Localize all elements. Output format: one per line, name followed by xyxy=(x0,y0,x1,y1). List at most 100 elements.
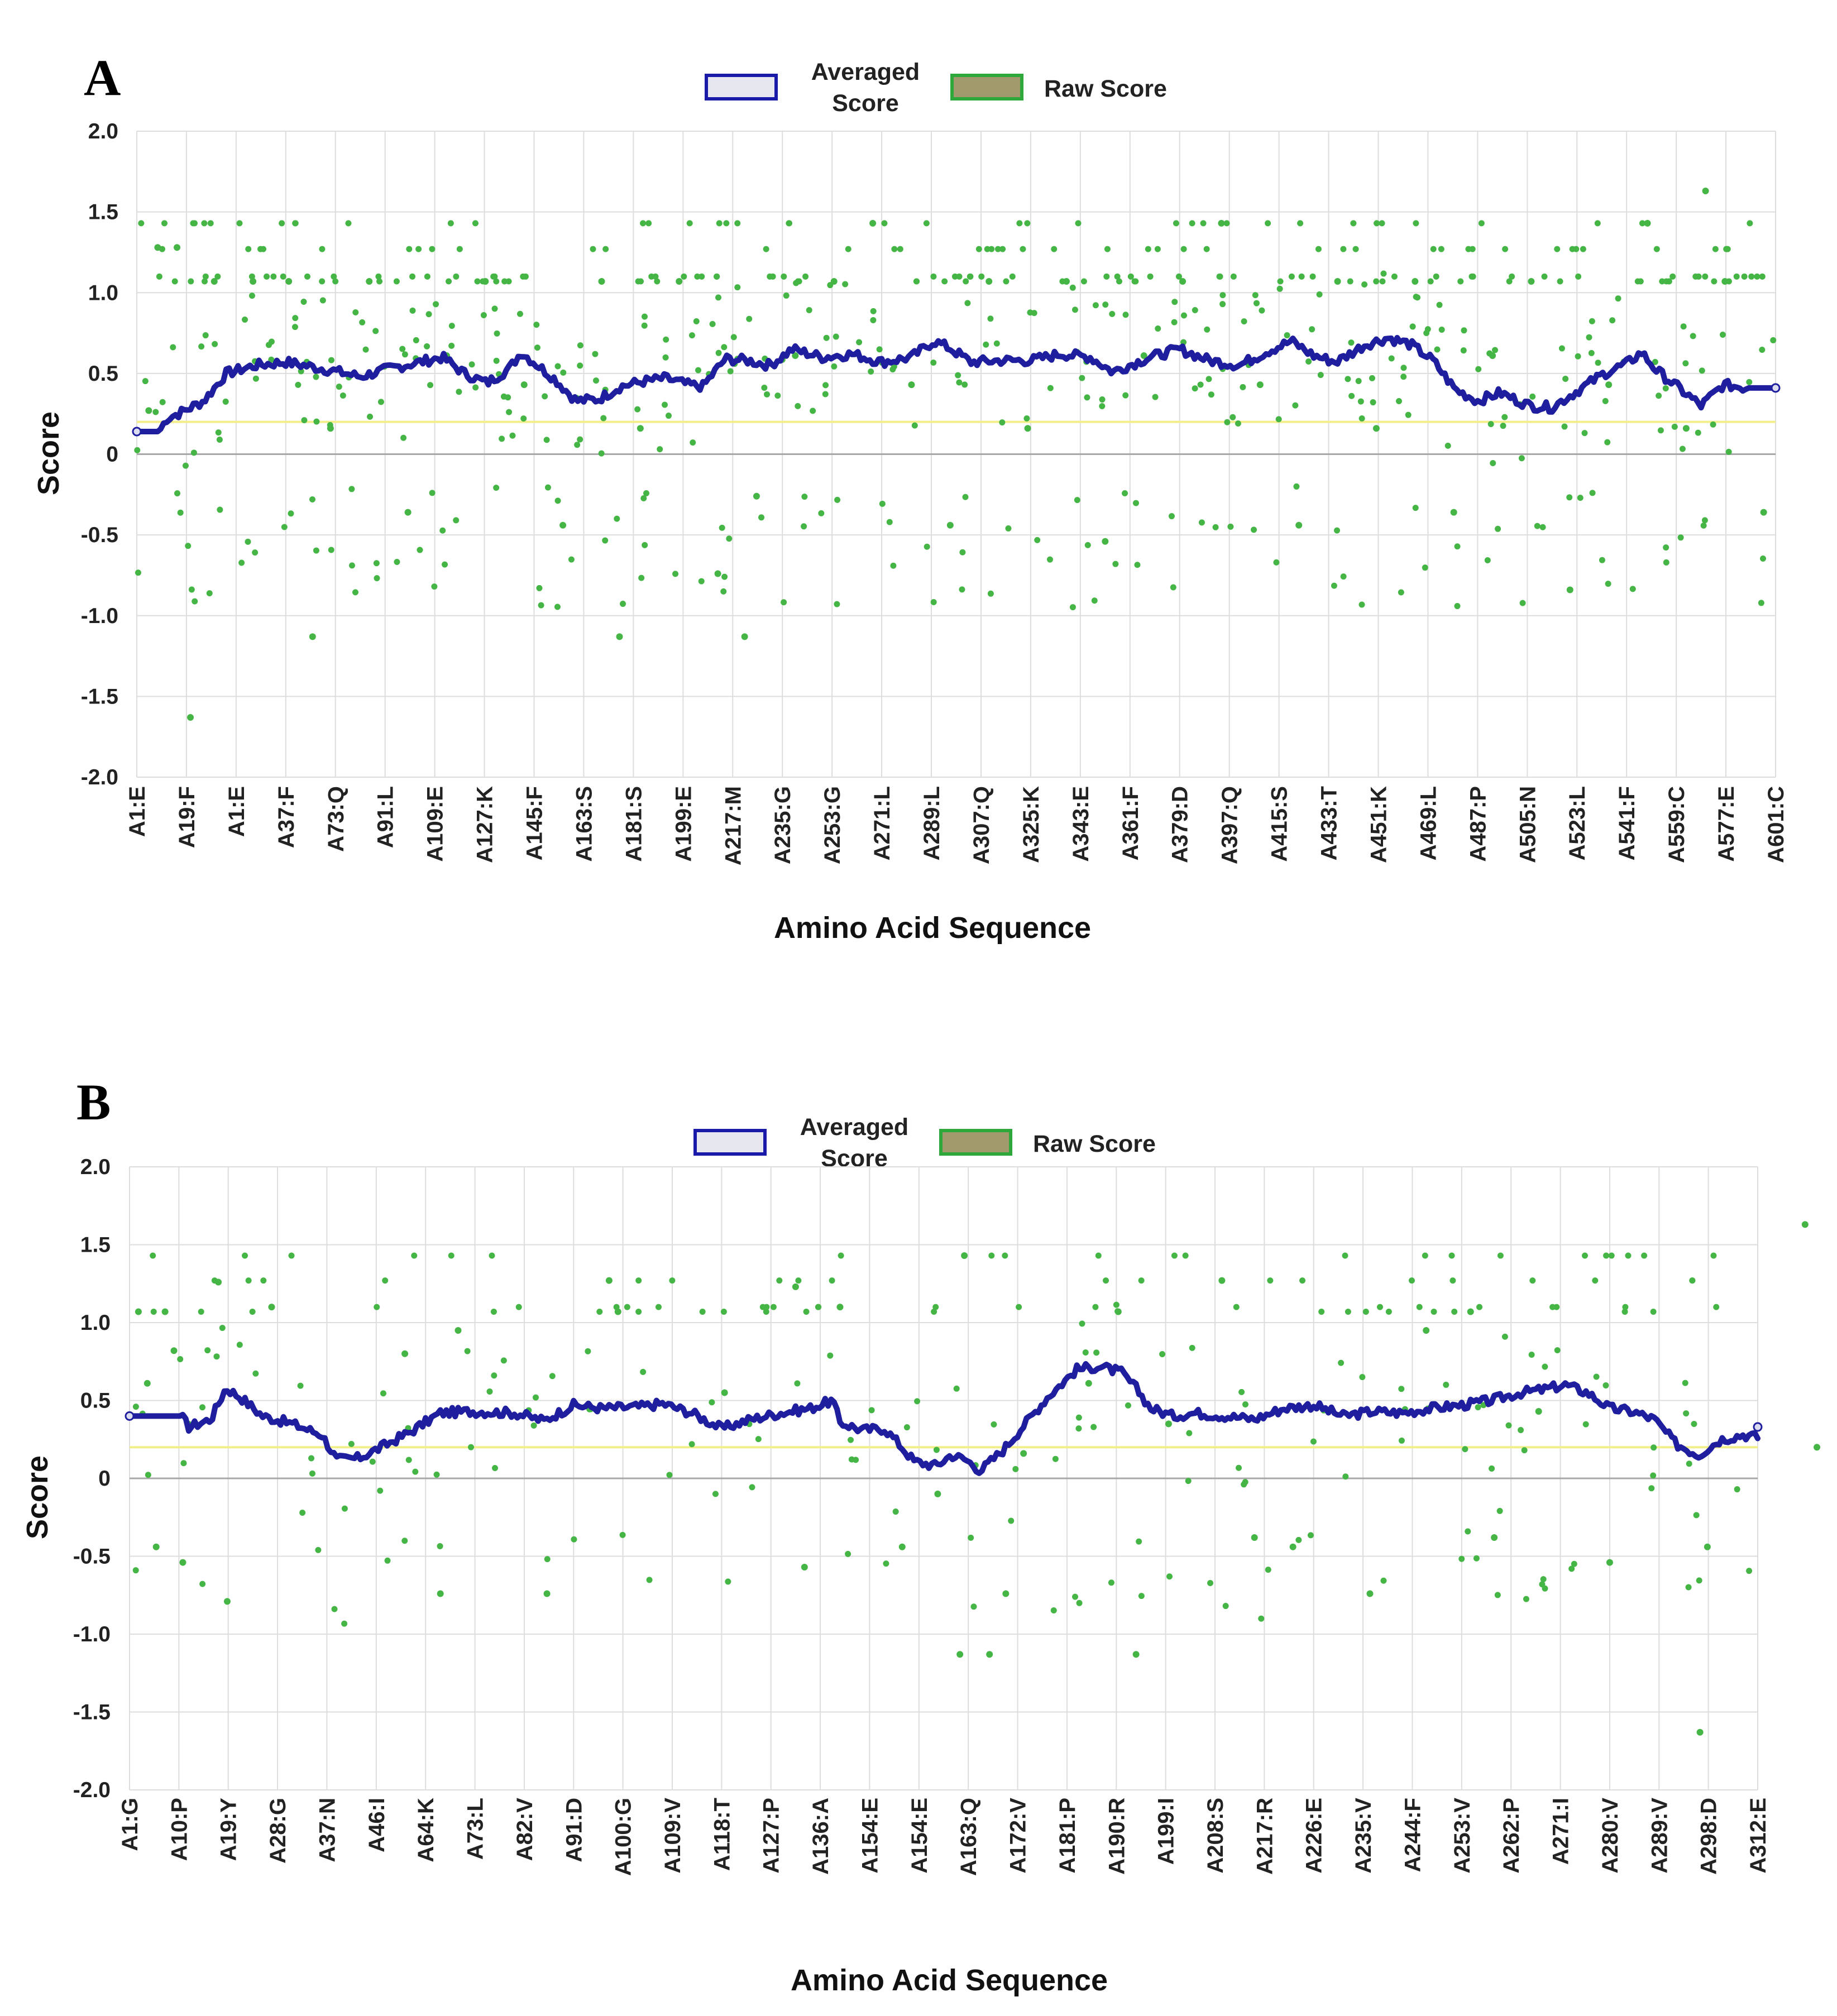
raw-score-point xyxy=(319,278,326,285)
raw-score-point xyxy=(406,246,413,252)
raw-score-point xyxy=(544,1556,551,1563)
raw-score-point xyxy=(1059,278,1066,285)
raw-score-point xyxy=(1693,1512,1700,1519)
raw-score-point xyxy=(1258,1615,1265,1622)
raw-score-point xyxy=(265,342,272,348)
raw-score-point xyxy=(1298,273,1305,280)
raw-score-point xyxy=(447,220,454,227)
raw-score-point xyxy=(964,300,971,307)
raw-score-point xyxy=(400,434,407,441)
x-tick-label: A1:E xyxy=(125,786,150,837)
raw-score-point xyxy=(657,446,663,453)
raw-score-point xyxy=(641,322,648,329)
raw-score-point xyxy=(1108,1579,1114,1586)
raw-score-point xyxy=(401,351,408,358)
raw-score-point xyxy=(248,273,255,280)
raw-score-point xyxy=(1047,385,1054,391)
raw-score-point xyxy=(211,278,218,285)
raw-score-point xyxy=(134,447,141,453)
raw-score-point xyxy=(538,602,544,609)
raw-score-point xyxy=(1431,1308,1437,1315)
raw-score-point xyxy=(1594,220,1601,227)
raw-score-point xyxy=(870,308,877,314)
raw-score-point xyxy=(620,601,626,607)
raw-score-point xyxy=(1695,429,1701,436)
raw-score-point xyxy=(1242,1401,1248,1408)
raw-score-point xyxy=(489,1252,495,1259)
raw-score-point xyxy=(802,273,809,280)
raw-score-point xyxy=(845,246,851,252)
raw-score-point xyxy=(1606,1559,1613,1566)
raw-score-point xyxy=(288,1252,295,1259)
raw-score-point xyxy=(1434,346,1441,353)
raw-score-point xyxy=(1444,442,1451,449)
raw-score-point xyxy=(932,1304,939,1310)
legend-averaged-swatch xyxy=(705,74,778,100)
raw-score-point xyxy=(185,543,192,549)
raw-score-point xyxy=(1395,398,1402,405)
x-tick-label: A19:Y xyxy=(217,1798,241,1861)
raw-score-point xyxy=(1114,273,1121,280)
raw-score-point xyxy=(315,1546,322,1553)
raw-score-point xyxy=(1521,1447,1528,1454)
raw-score-point xyxy=(1138,1593,1145,1600)
raw-score-point xyxy=(250,278,257,285)
raw-score-point xyxy=(1357,398,1364,405)
raw-score-point xyxy=(145,1472,151,1478)
raw-score-point xyxy=(493,278,500,285)
raw-score-point xyxy=(409,273,416,280)
x-tick-label: A451:K xyxy=(1366,786,1391,863)
averaged-end-marker xyxy=(1771,383,1781,393)
raw-score-point xyxy=(999,419,1006,426)
raw-score-point xyxy=(1462,1446,1468,1453)
raw-score-point xyxy=(1671,423,1678,430)
raw-score-point xyxy=(856,339,863,346)
raw-score-point xyxy=(491,1465,498,1472)
raw-score-point xyxy=(1309,273,1316,280)
raw-score-point xyxy=(1487,421,1494,428)
raw-score-point xyxy=(1031,310,1037,317)
raw-score-point xyxy=(245,246,252,252)
raw-score-point xyxy=(332,278,339,285)
raw-score-point xyxy=(202,273,209,280)
raw-score-point xyxy=(1318,1308,1325,1315)
raw-score-point xyxy=(380,1390,386,1397)
raw-score-point xyxy=(1235,420,1241,427)
averaged-score-line-a xyxy=(134,334,1778,434)
raw-score-point xyxy=(1602,398,1609,404)
raw-score-point xyxy=(663,336,669,343)
raw-score-point xyxy=(202,332,209,339)
raw-score-point xyxy=(645,220,652,227)
raw-score-point xyxy=(987,315,994,322)
raw-score-point xyxy=(427,382,434,389)
grid-b xyxy=(129,1166,1758,1790)
raw-score-point xyxy=(1423,1327,1430,1334)
raw-score-point xyxy=(913,278,920,285)
raw-score-point xyxy=(1758,600,1764,606)
x-tick-label: A109:V xyxy=(661,1798,685,1874)
raw-score-point xyxy=(252,1370,259,1377)
raw-score-point xyxy=(446,278,452,285)
x-tick-label: A577:E xyxy=(1714,786,1739,862)
raw-score-point xyxy=(749,1484,755,1491)
raw-score-point xyxy=(1122,392,1129,399)
raw-score-point xyxy=(1267,1277,1274,1284)
raw-score-point xyxy=(1719,331,1726,338)
raw-score-point xyxy=(352,309,359,315)
raw-score-point xyxy=(1571,1560,1577,1567)
raw-score-point xyxy=(577,342,583,349)
raw-score-point xyxy=(145,407,152,414)
raw-score-point xyxy=(869,219,877,227)
raw-score-point xyxy=(753,492,760,500)
raw-score-point xyxy=(1113,1301,1120,1308)
raw-score-point xyxy=(720,588,727,595)
raw-score-point xyxy=(1016,1304,1022,1310)
raw-score-point xyxy=(806,307,812,314)
raw-score-point xyxy=(474,278,481,285)
raw-score-point xyxy=(1348,339,1355,346)
raw-score-point xyxy=(1358,415,1365,422)
raw-score-point xyxy=(1253,300,1260,307)
raw-score-point xyxy=(1076,1600,1083,1606)
raw-score-point xyxy=(1644,219,1651,227)
averaged-end-marker xyxy=(1753,1422,1763,1432)
